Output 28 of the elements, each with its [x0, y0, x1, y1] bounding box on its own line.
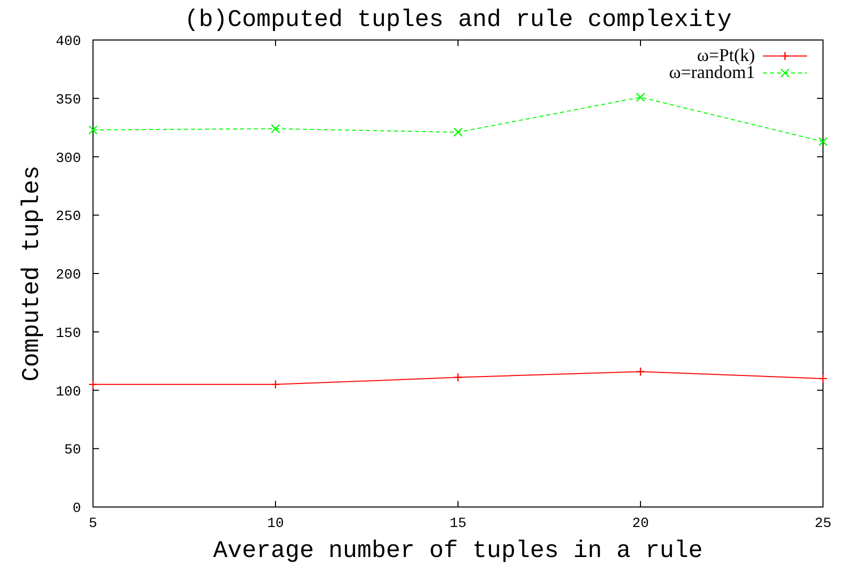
point — [818, 374, 828, 384]
point — [636, 92, 646, 102]
y-tick-label: 150 — [56, 326, 81, 342]
chart-title: (b)Computed tuples and rule complexity — [184, 7, 732, 34]
point — [636, 366, 646, 376]
x-tick-label: 5 — [88, 516, 98, 532]
point — [270, 380, 280, 390]
x-tick-label: 25 — [814, 516, 832, 532]
x-tick-label: 10 — [267, 516, 284, 532]
x-tick-label: 20 — [632, 516, 649, 532]
y-axis-title: Computed tuples — [19, 165, 46, 382]
x-axis-title: Average number of tuples in a rule — [213, 538, 703, 565]
y-tick-label: 400 — [56, 34, 81, 50]
point — [453, 372, 463, 382]
y-tick-label: 200 — [56, 268, 81, 284]
point — [453, 128, 463, 137]
y-tick-label: 300 — [56, 150, 81, 167]
y-tick-label: 250 — [56, 209, 81, 226]
point — [270, 124, 280, 134]
x-tick-label: 15 — [450, 516, 466, 532]
legend-label: ω=Pt(k) — [697, 45, 756, 65]
y-tick-label: 100 — [56, 384, 81, 400]
y-tick-label: 0 — [72, 501, 81, 517]
y-tick-label: 350 — [56, 92, 81, 108]
point — [88, 380, 98, 390]
point — [88, 125, 98, 134]
point — [818, 136, 828, 146]
y-tick-label: 50 — [64, 442, 81, 459]
